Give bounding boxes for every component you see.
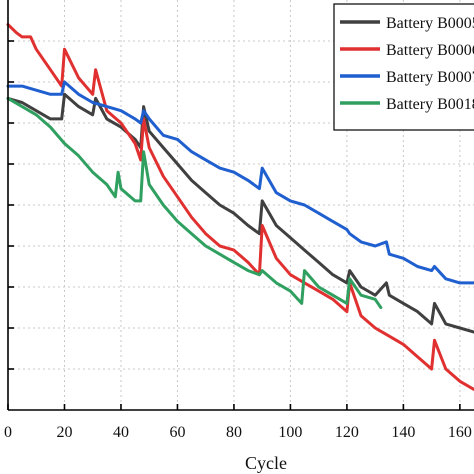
x-tick-label: 20 — [56, 424, 72, 441]
tick-labels: 0 20 40 60 80 100 120 140 160 — [4, 424, 472, 441]
x-tick-label: 60 — [169, 424, 185, 441]
series-line-4 — [6, 96, 383, 309]
x-tick-label: 40 — [113, 424, 129, 441]
series-line-2 — [6, 23, 474, 391]
legend-label-1: Battery B0005 — [386, 15, 474, 32]
grid-lines — [7, 0, 474, 410]
legend-box — [333, 3, 474, 131]
x-tick-label: 160 — [448, 424, 472, 441]
axes — [7, 0, 474, 411]
series-lines — [6, 23, 474, 391]
x-axis-title: Cycle — [245, 453, 287, 473]
x-tick-label: 80 — [226, 424, 242, 441]
legend-label-3: Battery B0007 — [386, 69, 474, 86]
x-tick-label: 120 — [335, 424, 359, 441]
x-tick-label: 0 — [4, 424, 12, 441]
legend-label-4: Battery B0018 — [386, 96, 474, 113]
series-line-3 — [6, 80, 474, 285]
legend: Battery B0005 Battery B0006 Battery B0007 B… — [333, 3, 474, 131]
series-line-1 — [6, 92, 474, 334]
x-tick-label: 140 — [391, 424, 415, 441]
x-tick-label: 100 — [278, 424, 302, 441]
legend-label-2: Battery B0006 — [386, 42, 474, 59]
